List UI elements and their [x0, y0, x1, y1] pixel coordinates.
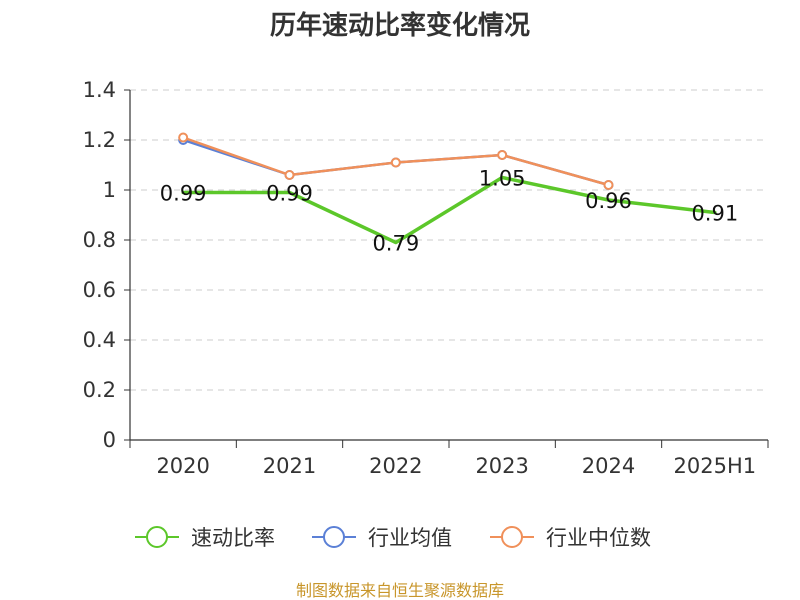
y-tick-label: 0.2 — [83, 378, 116, 402]
data-labels: 0.99 0.99 0.79 1.05 0.96 0.91 — [160, 167, 738, 256]
data-label: 0.91 — [691, 202, 738, 226]
legend-item: 速动比率 — [135, 526, 275, 550]
legend-label: 行业中位数 — [546, 526, 651, 550]
legend-swatch-marker — [501, 526, 523, 548]
x-tick-label: 2024 — [582, 454, 635, 478]
data-point — [497, 150, 508, 160]
data-label: 1.05 — [479, 167, 526, 191]
data-point — [603, 180, 614, 190]
y-tick-label: 0.6 — [83, 278, 116, 302]
y-tick-label: 0.8 — [83, 228, 116, 252]
legend-swatch-marker — [323, 526, 345, 548]
y-tick-label: 0 — [103, 428, 116, 452]
legend-item: 行业中位数 — [490, 526, 651, 550]
legend-label: 行业均值 — [368, 526, 452, 550]
grid-lines — [130, 89, 768, 391]
data-label: 0.96 — [585, 189, 632, 213]
legend-swatch-marker — [146, 526, 168, 548]
x-tick-label: 2021 — [263, 454, 316, 478]
y-tick-label: 1 — [103, 178, 116, 202]
series-layer — [178, 132, 717, 245]
source-note: 制图数据来自恒生聚源数据库 — [296, 581, 504, 600]
data-point — [284, 170, 295, 180]
legend-label: 速动比率 — [191, 526, 275, 550]
x-tick-label: 2023 — [475, 454, 528, 478]
x-tick-label: 2025H1 — [674, 454, 757, 478]
series-line-main — [181, 175, 717, 245]
data-point — [390, 157, 401, 168]
x-tick-label: 2020 — [156, 454, 209, 478]
data-label: 0.99 — [160, 182, 207, 206]
y-tick-label: 1.4 — [83, 78, 116, 102]
y-tick-label: 0.4 — [83, 328, 116, 352]
data-point — [178, 132, 189, 143]
data-label: 0.79 — [372, 232, 419, 256]
legend: 速动比率 行业均值 行业中位数 — [135, 526, 651, 550]
data-label: 0.99 — [266, 182, 313, 206]
axes: 0 0.2 0.4 0.6 0.8 1 1.2 1.4 2020 2021 2022 2023 2024… — [83, 78, 769, 478]
chart-title: 历年速动比率变化情况 — [270, 10, 530, 41]
y-tick-label: 1.2 — [83, 128, 116, 152]
x-tick-label: 2022 — [369, 454, 422, 478]
legend-item: 行业均值 — [312, 526, 452, 550]
